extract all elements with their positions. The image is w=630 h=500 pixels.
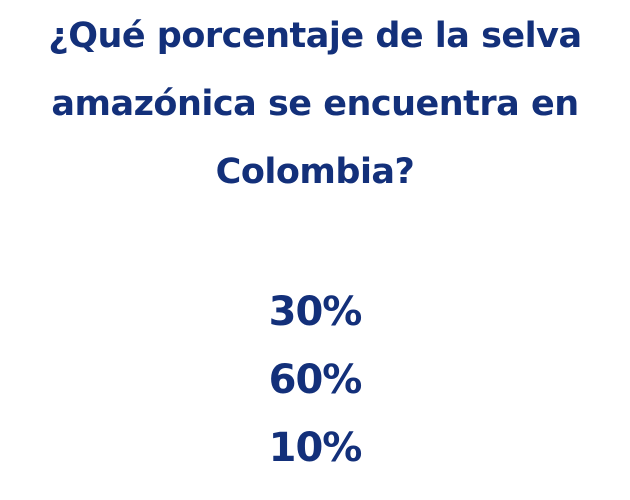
question-line-2: amazónica se encuentra en: [51, 84, 579, 124]
answer-option-60[interactable]: 60%: [268, 357, 363, 403]
answer-option-30[interactable]: 30%: [268, 289, 363, 335]
answer-option-10[interactable]: 10%: [268, 425, 363, 471]
question-line-3: Colombia?: [215, 152, 415, 192]
question-line-1: ¿Qué porcentaje de la selva: [48, 16, 582, 56]
